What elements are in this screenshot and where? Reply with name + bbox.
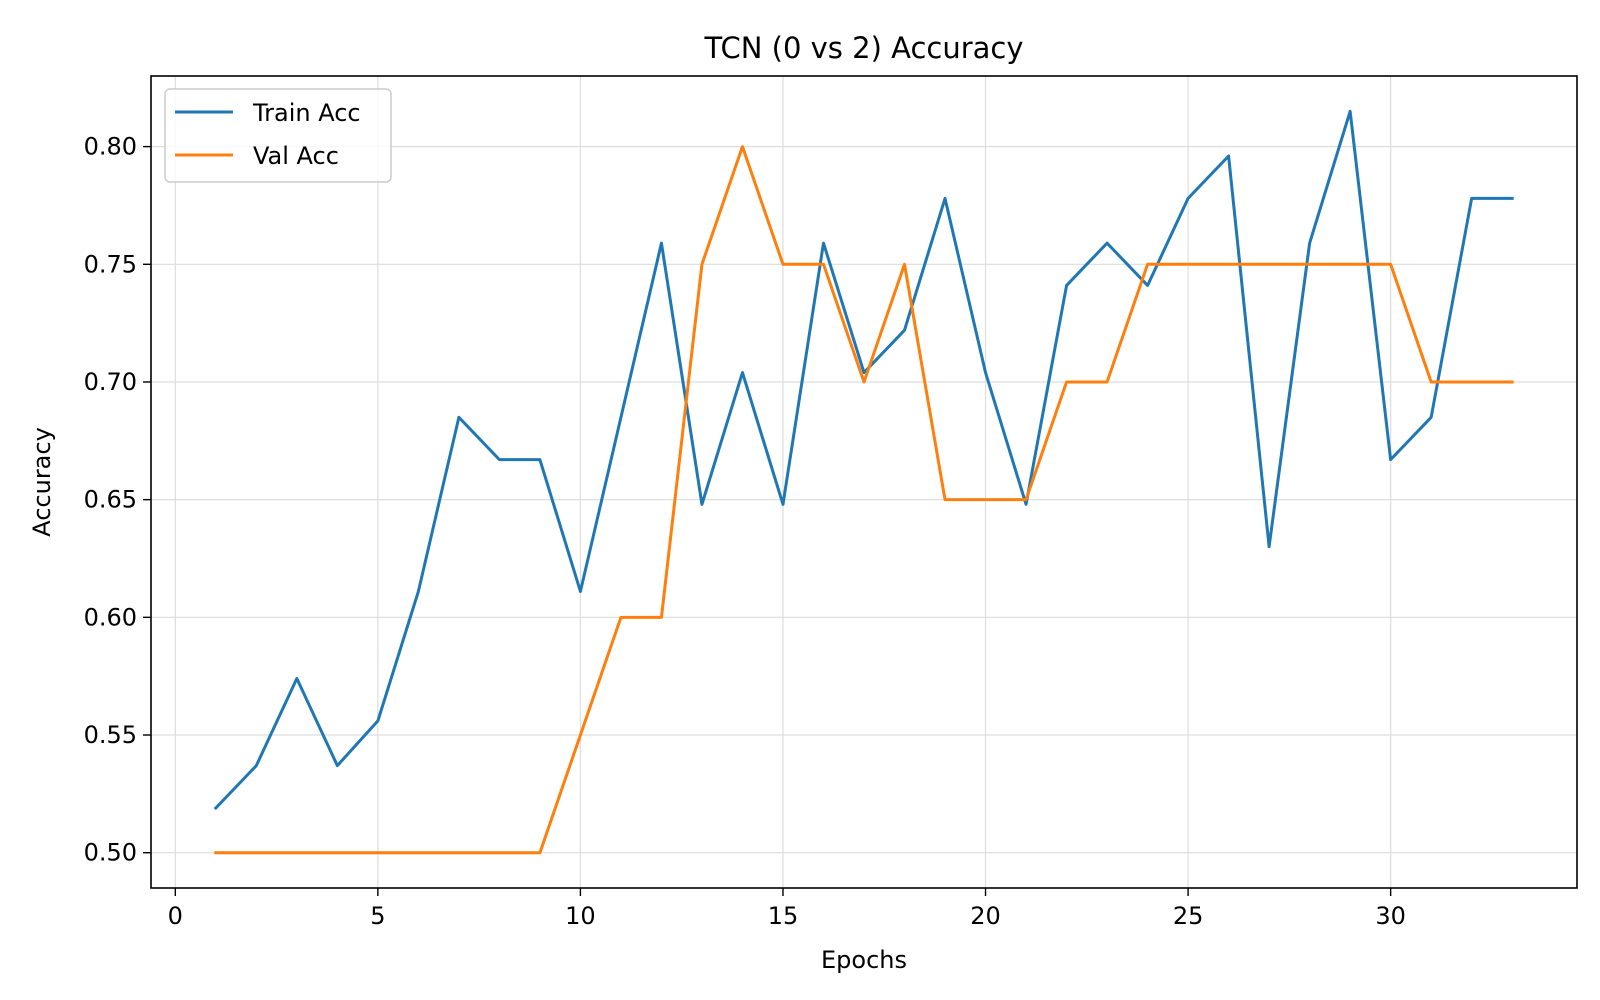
legend-label-val-acc: Val Acc [253,142,339,170]
series-line-train-acc [213,109,1514,811]
y-tick-label: 0.70 [84,368,137,396]
x-tick-label: 20 [970,902,1001,930]
x-tick-label: 10 [565,902,596,930]
x-tick-label: 5 [370,902,385,930]
x-tick-label: 15 [768,902,799,930]
chart-title: TCN (0 vs 2) Accuracy [703,31,1023,65]
plot-area-frame [150,75,1578,889]
x-tick-label: 0 [168,902,183,930]
series-line-val-acc [214,145,1514,855]
y-tick-label: 0.75 [84,250,137,278]
x-tick-label: 25 [1173,902,1204,930]
y-axis-label: Accuracy [28,427,56,537]
x-tick-label: 30 [1375,902,1406,930]
y-tick-label: 0.55 [84,721,137,749]
y-tick-label: 0.60 [84,603,137,631]
y-tick-label: 0.65 [84,486,137,514]
axis-ticks: 0 5 10 15 20 25 30 0.50 0.55 0.60 0.65 0.70 0.75 0.80 [84,133,1406,930]
chart-legend: Train Acc Val Acc [164,88,392,183]
x-axis-label: Epochs [821,946,907,974]
series-lines [213,109,1514,855]
legend-label-train-acc: Train Acc [252,99,361,127]
y-tick-label: 0.50 [84,839,137,867]
y-tick-label: 0.80 [84,133,137,161]
